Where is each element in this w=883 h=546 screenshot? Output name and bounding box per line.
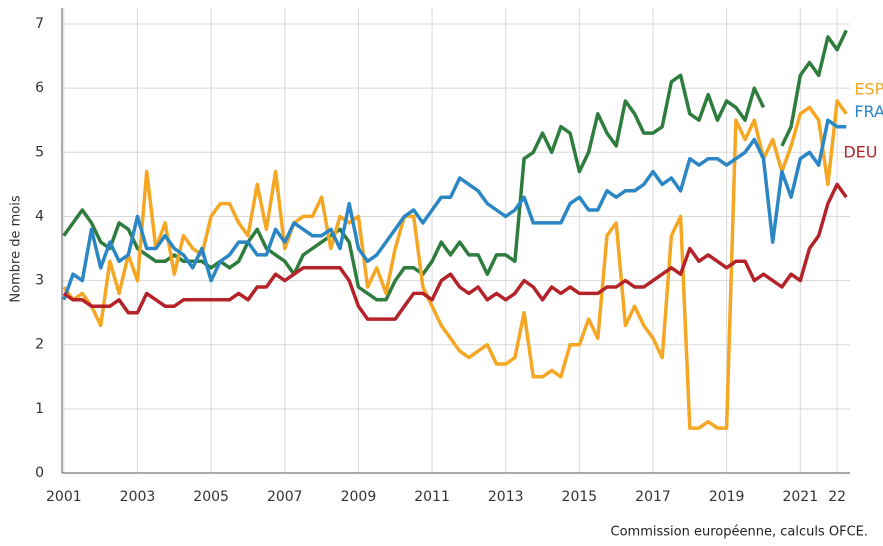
- x-tick-label: 2011: [414, 489, 450, 505]
- series-line: [62, 118, 847, 301]
- y-tick-label: 4: [35, 208, 44, 224]
- series-label: FRA: [854, 102, 883, 121]
- x-tick-label: 2017: [635, 489, 671, 505]
- y-tick-label: 5: [35, 144, 44, 160]
- x-tick-label: 2003: [120, 489, 156, 505]
- y-tick-label: 6: [35, 80, 44, 96]
- series-line: [62, 182, 848, 321]
- x-tick-label: 2013: [488, 489, 524, 505]
- x-tick-label: 2005: [193, 489, 229, 505]
- y-tick-label: 0: [35, 465, 44, 481]
- x-tick-label: 22: [828, 489, 846, 505]
- series-label: ESP: [854, 79, 883, 98]
- series-line: [62, 99, 848, 430]
- series-line: [62, 29, 848, 302]
- y-tick-label: 2: [35, 337, 44, 353]
- x-tick-label: 2001: [46, 489, 82, 505]
- x-tick-label: 2019: [709, 489, 745, 505]
- y-tick-label: 1: [35, 401, 44, 417]
- x-tick-label: 2009: [341, 489, 377, 505]
- x-tick-label: 2021: [782, 489, 818, 505]
- source: Commission européenne, calculs OFCE.: [611, 525, 868, 540]
- x-tick-label: 2007: [267, 489, 303, 505]
- y-tick-label: 7: [35, 16, 44, 32]
- y-axis-label: Nombre de mois: [9, 195, 24, 302]
- x-tick-label: 2015: [562, 489, 598, 505]
- y-tick-label: 3: [35, 273, 44, 289]
- series-label: DEU: [843, 143, 877, 162]
